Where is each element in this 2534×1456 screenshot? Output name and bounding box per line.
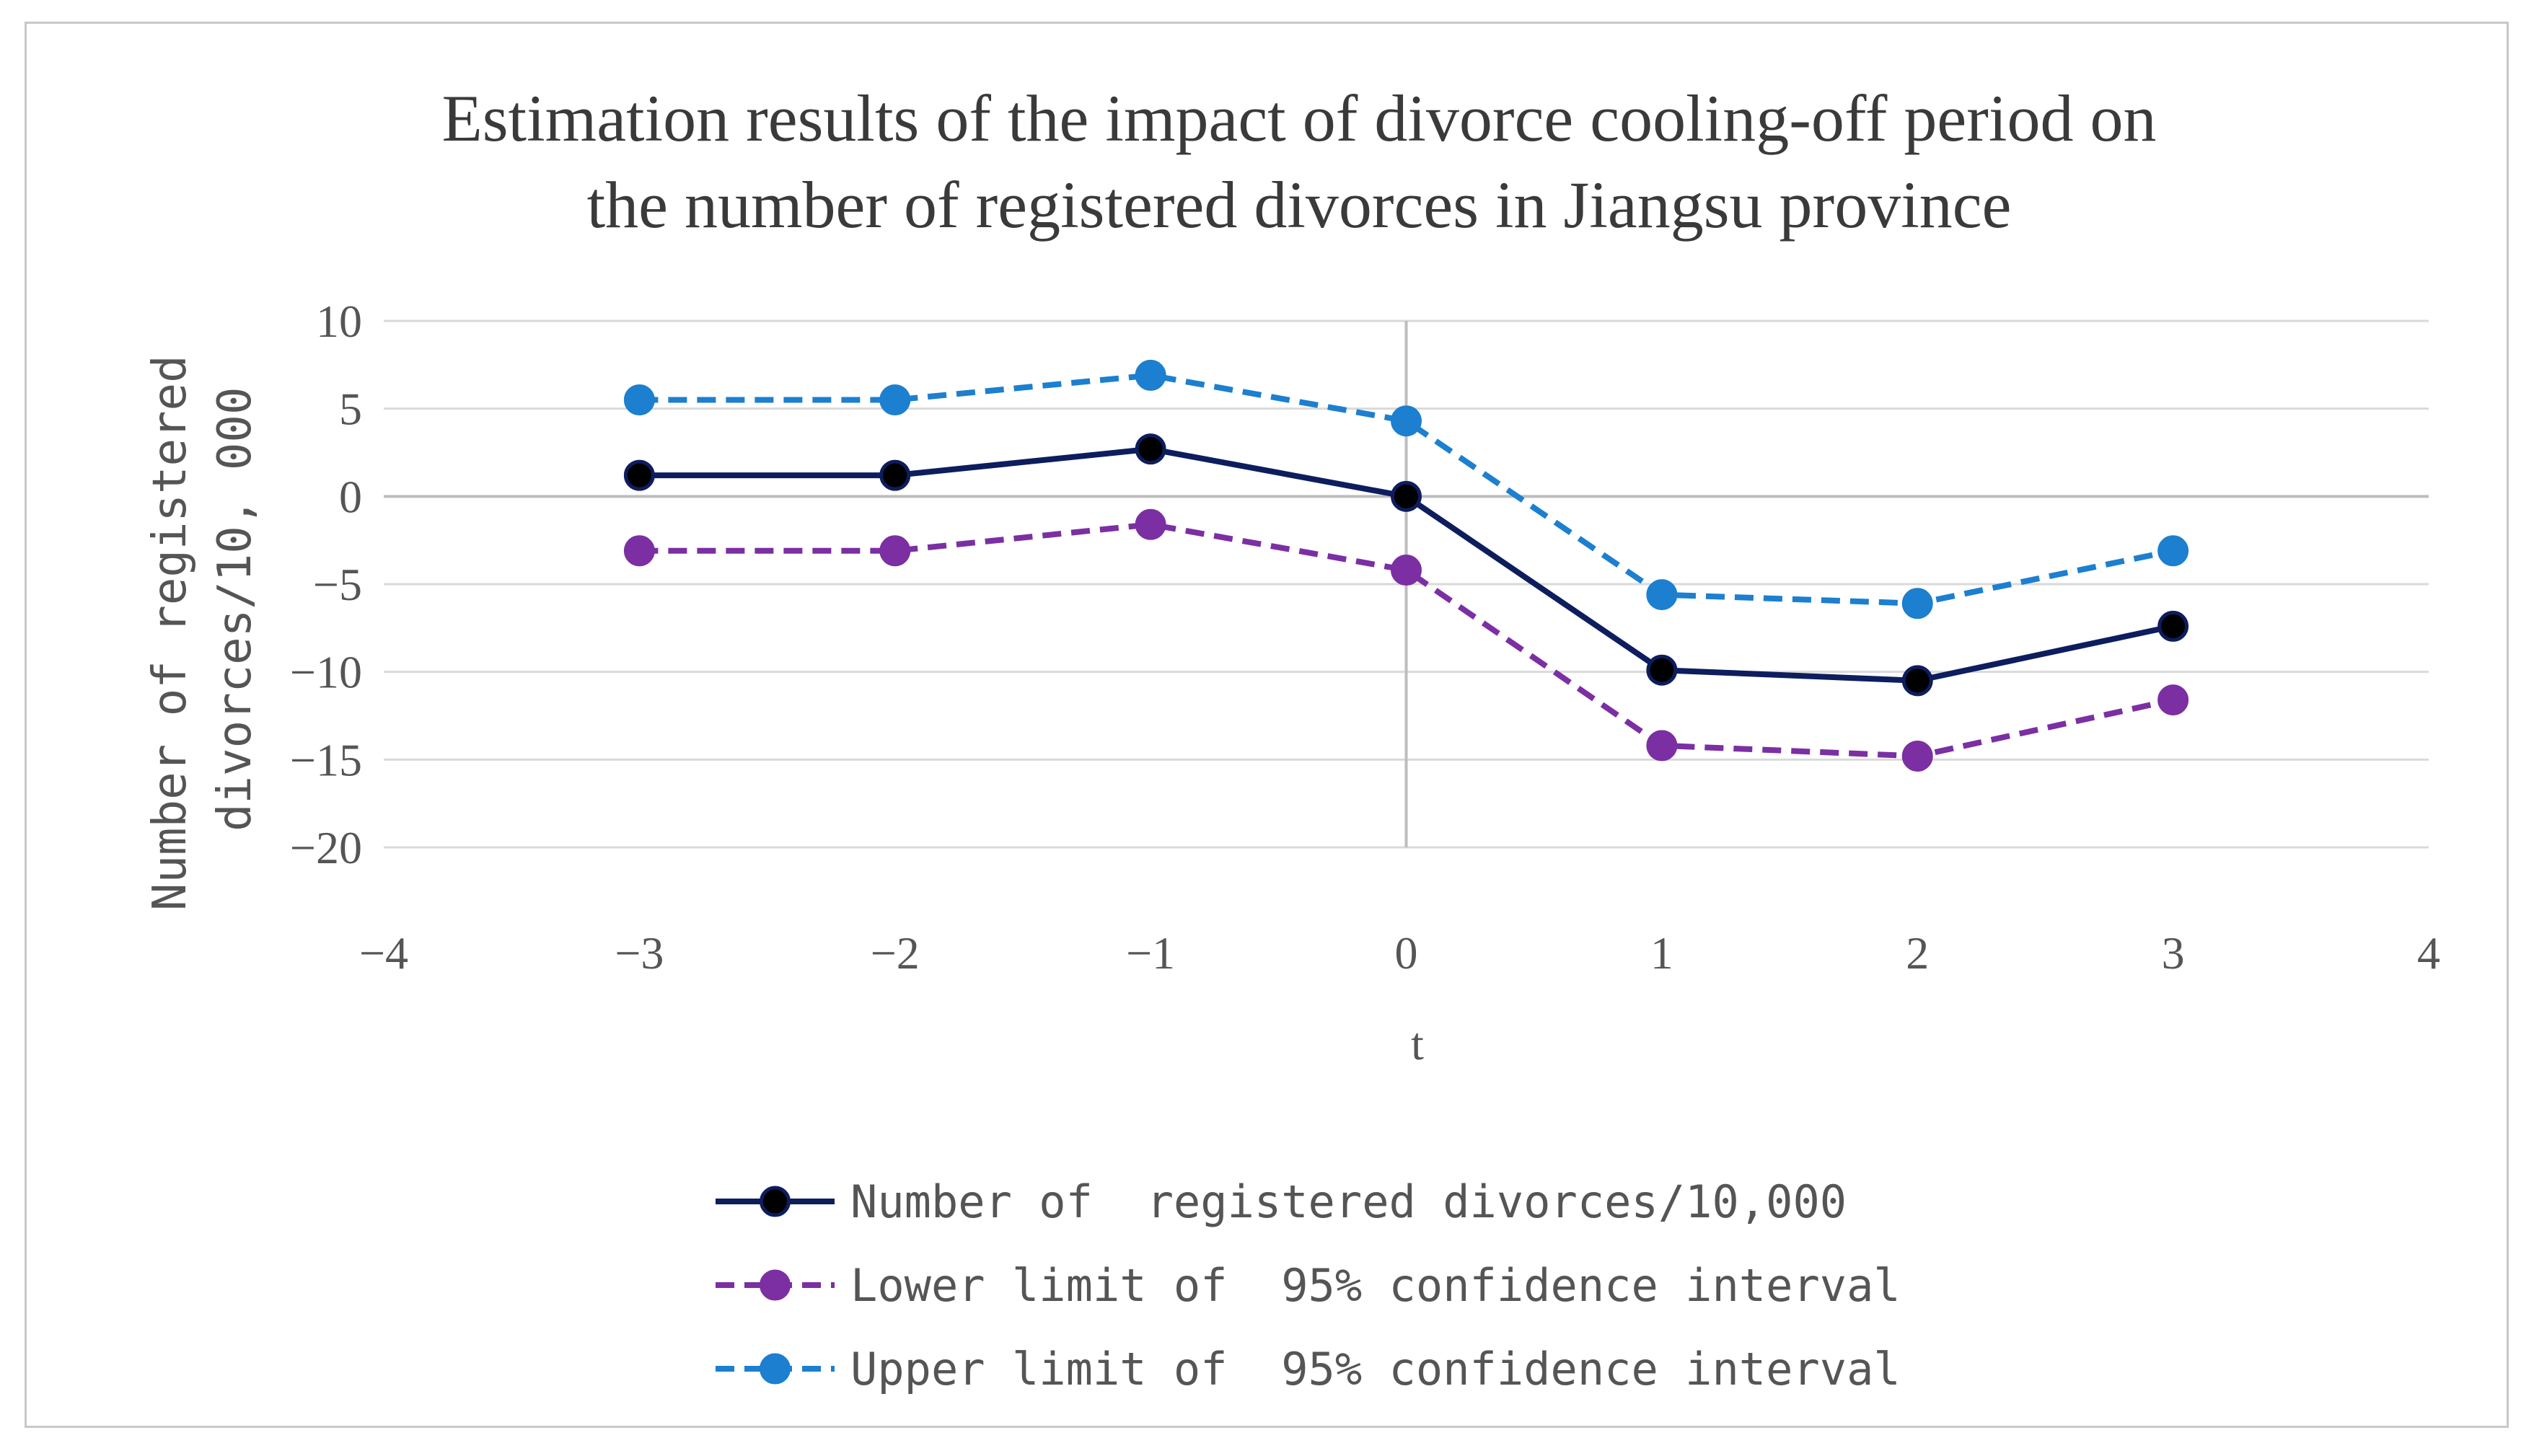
data-point xyxy=(1901,665,1933,697)
y-tick-labels: 10 5 0 −5 −10 −15 −20 xyxy=(290,296,362,873)
legend-label: Upper limit of 95% confidence interval xyxy=(850,1343,1901,1395)
series-0 xyxy=(623,433,2189,697)
data-point xyxy=(2157,610,2189,642)
data-point xyxy=(623,459,655,491)
data-point xyxy=(1135,359,1166,391)
data-point xyxy=(1135,508,1166,540)
x-axis-label: t xyxy=(1411,1018,1424,1069)
x-tick-label: −3 xyxy=(615,927,664,979)
data-point xyxy=(1391,405,1422,437)
x-tick-label: 2 xyxy=(1906,927,1929,979)
series-1 xyxy=(623,508,2189,772)
legend-swatch-marker xyxy=(760,1186,791,1217)
chart-frame: Estimation results of the impact of divo… xyxy=(25,22,2509,1428)
x-tick-label: −1 xyxy=(1126,927,1175,979)
x-tick-labels: −4 −3 −2 −1 0 1 2 3 4 xyxy=(359,927,2440,979)
data-point xyxy=(879,384,911,415)
y-tick-label: −15 xyxy=(290,734,362,785)
x-tick-label: −2 xyxy=(871,927,920,979)
chart-title-line-2: the number of registered divorces in Jia… xyxy=(587,168,2012,242)
data-point xyxy=(1901,588,1933,619)
data-point xyxy=(1901,740,1933,772)
y-axis-label-line-1: Number of registered xyxy=(144,355,197,911)
chart-title-line-1: Estimation results of the impact of divo… xyxy=(442,81,2157,155)
legend-item-2: Upper limit of 95% confidence interval xyxy=(716,1343,1901,1395)
legend-swatch-marker xyxy=(760,1353,791,1385)
legend-label: Lower limit of 95% confidence interval xyxy=(850,1259,1901,1312)
line-chart: Estimation results of the impact of divo… xyxy=(144,81,2440,1395)
y-tick-label: 10 xyxy=(316,296,362,347)
legend-item-0: Number of registered divorces/10,000 xyxy=(716,1175,1847,1228)
data-point xyxy=(2157,684,2189,716)
data-point xyxy=(1646,654,1678,686)
y-tick-label: −20 xyxy=(290,822,362,873)
x-tick-label: 3 xyxy=(2162,927,2185,979)
data-point xyxy=(623,384,655,415)
y-tick-label: −10 xyxy=(290,647,362,698)
data-point xyxy=(1391,555,1422,586)
y-axis-label: Number of registered divorces/10, 000 xyxy=(144,355,262,911)
data-point xyxy=(623,535,655,567)
data-point xyxy=(2157,535,2189,567)
legend-item-1: Lower limit of 95% confidence interval xyxy=(716,1259,1901,1312)
data-point xyxy=(1135,433,1166,465)
data-point xyxy=(1391,480,1422,512)
y-axis-label-line-2: divorces/10, 000 xyxy=(208,387,262,832)
chart-title: Estimation results of the impact of divo… xyxy=(442,81,2157,242)
y-tick-label: 5 xyxy=(339,384,362,435)
series xyxy=(623,359,2189,772)
legend-swatch-marker xyxy=(760,1269,791,1301)
legend-label: Number of registered divorces/10,000 xyxy=(850,1175,1847,1228)
x-tick-label: 4 xyxy=(2417,927,2440,979)
series-2 xyxy=(623,359,2189,619)
x-tick-label: 0 xyxy=(1395,927,1418,979)
x-tick-label: −4 xyxy=(359,927,408,979)
data-point xyxy=(879,459,911,491)
data-point xyxy=(1646,579,1678,611)
y-tick-label: −5 xyxy=(313,559,362,610)
x-tick-label: 1 xyxy=(1650,927,1673,979)
data-point xyxy=(879,535,911,567)
data-point xyxy=(1646,730,1678,762)
y-tick-label: 0 xyxy=(339,471,362,522)
legend: Number of registered divorces/10,000 Lowe… xyxy=(716,1175,1901,1395)
